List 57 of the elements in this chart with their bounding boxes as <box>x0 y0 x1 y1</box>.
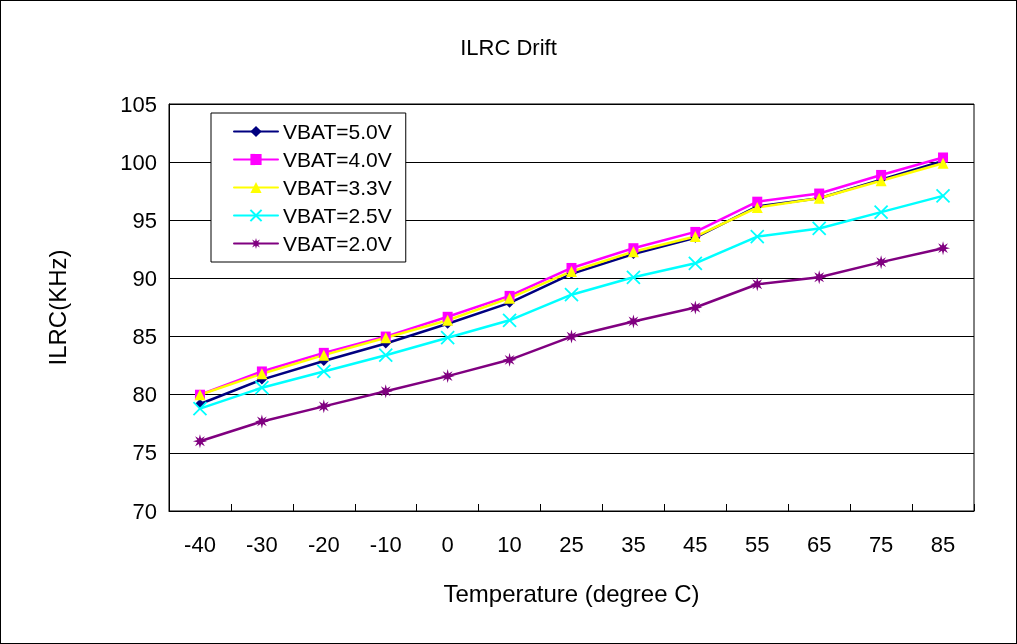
point <box>440 369 455 384</box>
point <box>873 204 889 220</box>
y-tick-label: 75 <box>132 440 157 466</box>
point <box>626 314 641 329</box>
point <box>316 364 332 379</box>
point <box>378 384 393 399</box>
x-tick-label: 65 <box>806 531 832 557</box>
point <box>626 269 641 285</box>
legend-label: VBAT=3.3V <box>283 176 392 199</box>
point <box>192 434 207 449</box>
point <box>936 241 951 256</box>
legend-label: VBAT=2.0V <box>283 232 392 255</box>
point <box>502 312 517 328</box>
y-tick-label: 90 <box>132 265 157 291</box>
x-tick-label: 55 <box>745 531 770 557</box>
point <box>442 314 454 326</box>
point <box>564 287 579 303</box>
y-tick-label: 80 <box>132 382 157 408</box>
x-tick-label: 0 <box>441 531 454 557</box>
legend-label: VBAT=2.5V <box>283 204 392 227</box>
point <box>935 188 951 204</box>
x-tick-label: -30 <box>245 531 278 557</box>
x-tick-label: 45 <box>683 531 708 557</box>
x-tick-label: -20 <box>307 531 340 557</box>
point <box>938 152 949 163</box>
point <box>750 277 765 292</box>
point <box>254 414 269 429</box>
x-tick-label: 75 <box>868 531 894 557</box>
chart-title: ILRC Drift <box>460 34 557 60</box>
point <box>440 330 456 346</box>
point <box>687 255 703 271</box>
y-tick-label: 85 <box>132 324 157 350</box>
x-tick-label: 35 <box>621 531 646 557</box>
point <box>749 229 765 244</box>
x-tick-label: -40 <box>184 531 216 557</box>
x-axis-title: Temperature (degree C) <box>443 579 700 607</box>
point <box>192 401 208 417</box>
x-tick-label: 10 <box>497 531 522 557</box>
legend-label: VBAT=5.0V <box>283 120 392 143</box>
legend-label: VBAT=4.0V <box>283 148 392 171</box>
point <box>564 329 579 344</box>
point <box>316 399 331 414</box>
y-tick-label: 105 <box>120 91 157 117</box>
y-axis-title: ILRC(KHz) <box>43 249 71 366</box>
point <box>502 352 517 367</box>
y-tick-label: 70 <box>132 498 157 524</box>
point <box>874 255 889 270</box>
point <box>254 380 270 396</box>
y-tick-label: 95 <box>132 207 157 233</box>
point <box>378 347 394 363</box>
point <box>811 221 827 236</box>
point <box>688 300 703 315</box>
x-tick-label: -10 <box>369 531 402 557</box>
x-tick-label: 85 <box>930 531 956 557</box>
y-tick-label: 100 <box>120 149 157 175</box>
x-tick-label: 25 <box>559 531 584 557</box>
point <box>812 270 827 285</box>
